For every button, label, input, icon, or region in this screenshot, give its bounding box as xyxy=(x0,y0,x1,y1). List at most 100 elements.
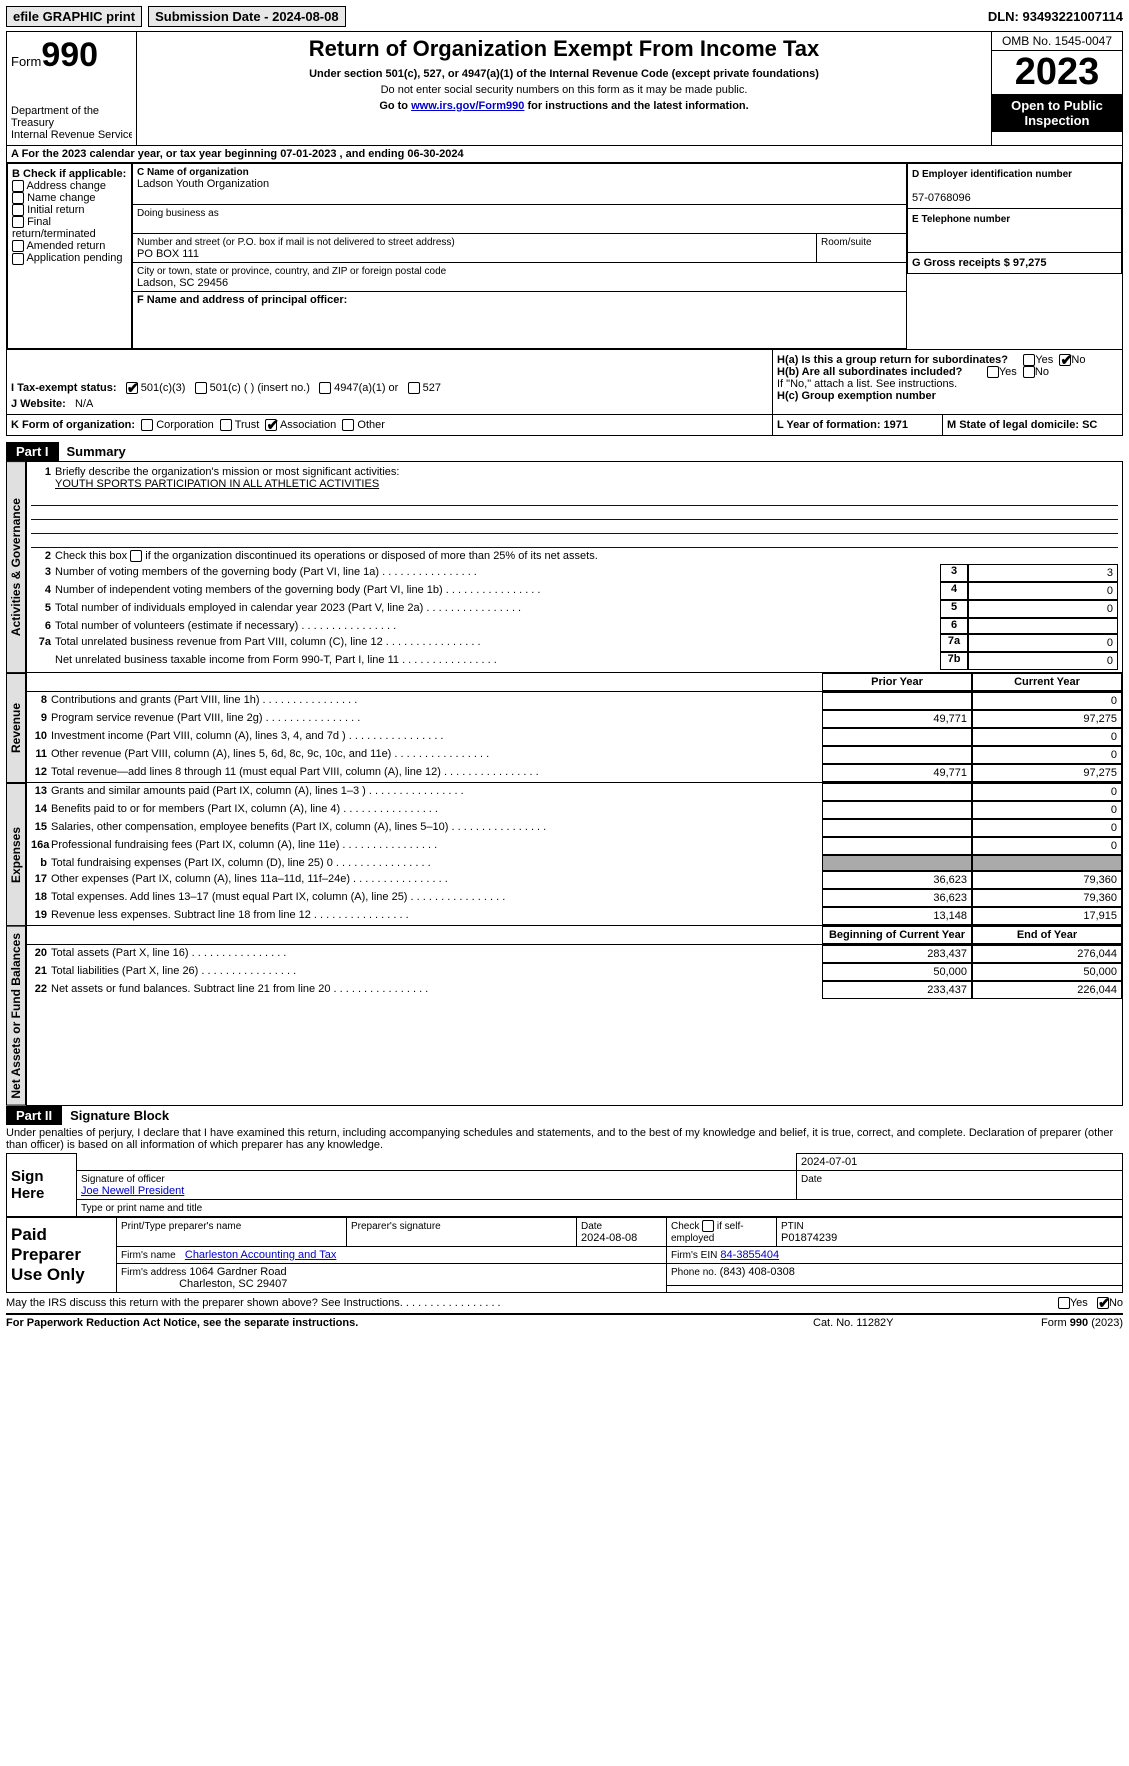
footer: For Paperwork Reduction Act Notice, see … xyxy=(6,1315,1123,1329)
summary-row: 18Total expenses. Add lines 13–17 (must … xyxy=(27,889,1122,907)
paid-preparer-label: Paid Preparer Use Only xyxy=(7,1217,117,1292)
netassets-section: Net Assets or Fund Balances Beginning of… xyxy=(6,926,1123,1106)
street: PO BOX 111 xyxy=(137,248,199,260)
summary-row: 11Other revenue (Part VIII, column (A), … xyxy=(27,746,1122,764)
summary-row: 14Benefits paid to or for members (Part … xyxy=(27,801,1122,819)
firm-addr2: Charleston, SC 29407 xyxy=(179,1278,287,1290)
prep-date: 2024-08-08 xyxy=(581,1232,637,1244)
submission-date: Submission Date - 2024-08-08 xyxy=(148,6,346,27)
website: N/A xyxy=(75,398,93,410)
revenue-section: Revenue Prior Year Current Year 8Contrib… xyxy=(6,673,1123,783)
section-d-label: D Employer identification number xyxy=(912,169,1072,180)
section-g: G Gross receipts $ 97,275 xyxy=(912,257,1047,269)
goto-line: Go to www.irs.gov/Form990 for instructio… xyxy=(145,100,983,112)
part2-header: Part II Signature Block xyxy=(6,1106,1123,1125)
sig-date: 2024-07-01 xyxy=(797,1153,1123,1170)
preparer-table: Paid Preparer Use Only Print/Type prepar… xyxy=(6,1217,1123,1293)
expenses-section: Expenses 13Grants and similar amounts pa… xyxy=(6,783,1123,926)
discuss-row: May the IRS discuss this return with the… xyxy=(6,1293,1123,1315)
hb-yes-checkbox[interactable] xyxy=(987,366,999,378)
501c-checkbox[interactable] xyxy=(195,382,207,394)
summary-row: 3Number of voting members of the governi… xyxy=(31,564,1118,582)
summary-row: 4Number of independent voting members of… xyxy=(31,582,1118,600)
trust-checkbox[interactable] xyxy=(220,419,232,431)
irs: Internal Revenue Service xyxy=(11,129,132,141)
signature-table: Sign Here 2024-07-01 Signature of office… xyxy=(6,1153,1123,1217)
discontinued-checkbox[interactable] xyxy=(130,550,142,562)
form-header: Form990 Department of the Treasury Inter… xyxy=(6,31,1123,146)
form-ref: Form 990 (2023) xyxy=(993,1317,1123,1329)
activities-governance-section: Activities & Governance 1Briefly describ… xyxy=(6,461,1123,673)
section-a: A For the 2023 calendar year, or tax yea… xyxy=(6,146,1123,162)
summary-row: 19Revenue less expenses. Subtract line 1… xyxy=(27,907,1122,925)
firm-name[interactable]: Charleston Accounting and Tax xyxy=(185,1249,336,1261)
summary-row: 22Net assets or fund balances. Subtract … xyxy=(27,981,1122,999)
form-title: Return of Organization Exempt From Incom… xyxy=(145,36,983,62)
perjury-statement: Under penalties of perjury, I declare th… xyxy=(6,1125,1123,1153)
dept-treasury: Department of the Treasury xyxy=(11,105,132,129)
summary-row: 13Grants and similar amounts paid (Part … xyxy=(27,783,1122,801)
discuss-yes-checkbox[interactable] xyxy=(1058,1297,1070,1309)
netassets-side-label: Net Assets or Fund Balances xyxy=(6,926,26,1106)
section-klm: K Form of organization: Corporation Trus… xyxy=(6,415,1123,436)
open-to-public: Open to Public Inspection xyxy=(992,94,1122,132)
address-change-checkbox[interactable] xyxy=(12,180,24,192)
tax-year: 2023 xyxy=(992,51,1122,94)
cat-no: Cat. No. 11282Y xyxy=(813,1317,993,1329)
section-f-label: F Name and address of principal officer: xyxy=(137,294,347,306)
revenue-side-label: Revenue xyxy=(6,673,26,783)
firm-ein[interactable]: 84-3855404 xyxy=(720,1249,779,1261)
form-subtitle: Under section 501(c), 527, or 4947(a)(1)… xyxy=(145,68,983,80)
final-return-checkbox[interactable] xyxy=(12,216,24,228)
self-employed-checkbox[interactable] xyxy=(702,1220,714,1232)
ptin: P01874239 xyxy=(781,1232,837,1244)
4947-checkbox[interactable] xyxy=(319,382,331,394)
hb-no-checkbox[interactable] xyxy=(1023,366,1035,378)
dln: DLN: 93493221007114 xyxy=(988,9,1123,24)
mission: YOUTH SPORTS PARTICIPATION IN ALL ATHLET… xyxy=(55,478,379,490)
firm-addr1: 1064 Gardner Road xyxy=(189,1266,286,1278)
initial-return-checkbox[interactable] xyxy=(12,204,24,216)
corp-checkbox[interactable] xyxy=(141,419,153,431)
ag-side-label: Activities & Governance xyxy=(6,461,26,673)
summary-row: 6Total number of volunteers (estimate if… xyxy=(31,618,1118,634)
section-m: M State of legal domicile: SC xyxy=(947,419,1097,431)
expenses-side-label: Expenses xyxy=(6,783,26,926)
ssn-warning: Do not enter social security numbers on … xyxy=(145,84,983,96)
summary-row: 17Other expenses (Part IX, column (A), l… xyxy=(27,871,1122,889)
ha-no-checkbox[interactable] xyxy=(1059,354,1071,366)
name-change-checkbox[interactable] xyxy=(12,192,24,204)
section-l: L Year of formation: 1971 xyxy=(777,419,908,431)
section-e-label: E Telephone number xyxy=(912,214,1010,225)
top-bar: efile GRAPHIC print Submission Date - 20… xyxy=(6,6,1123,27)
officer-name[interactable]: Joe Newell President xyxy=(81,1185,184,1197)
irs-link[interactable]: www.irs.gov/Form990 xyxy=(411,100,524,112)
section-b: B Check if applicable: Address change Na… xyxy=(7,163,132,349)
application-pending-checkbox[interactable] xyxy=(12,253,24,265)
assoc-checkbox[interactable] xyxy=(265,419,277,431)
501c3-checkbox[interactable] xyxy=(126,382,138,394)
summary-row: bTotal fundraising expenses (Part IX, co… xyxy=(27,855,1122,871)
efile-print-button[interactable]: efile GRAPHIC print xyxy=(6,6,142,27)
summary-row: Net unrelated business taxable income fr… xyxy=(31,652,1118,670)
summary-row: 15Salaries, other compensation, employee… xyxy=(27,819,1122,837)
summary-row: 8Contributions and grants (Part VIII, li… xyxy=(27,692,1122,710)
entity-block: B Check if applicable: Address change Na… xyxy=(6,162,1123,350)
omb-number: OMB No. 1545-0047 xyxy=(992,32,1122,51)
amended-return-checkbox[interactable] xyxy=(12,240,24,252)
pra-notice: For Paperwork Reduction Act Notice, see … xyxy=(6,1317,813,1329)
discuss-no-checkbox[interactable] xyxy=(1097,1297,1109,1309)
527-checkbox[interactable] xyxy=(408,382,420,394)
ein: 57-0768096 xyxy=(912,192,971,204)
org-name: Ladson Youth Organization xyxy=(137,178,269,190)
sign-here-label: Sign Here xyxy=(7,1153,77,1216)
city: Ladson, SC 29456 xyxy=(137,277,228,289)
summary-row: 16aProfessional fundraising fees (Part I… xyxy=(27,837,1122,855)
other-checkbox[interactable] xyxy=(342,419,354,431)
part1-header: Part I Summary xyxy=(6,442,1123,461)
summary-row: 10Investment income (Part VIII, column (… xyxy=(27,728,1122,746)
summary-row: 7aTotal unrelated business revenue from … xyxy=(31,634,1118,652)
firm-phone: (843) 408-0308 xyxy=(720,1266,795,1278)
ha-yes-checkbox[interactable] xyxy=(1023,354,1035,366)
summary-row: 9Program service revenue (Part VIII, lin… xyxy=(27,710,1122,728)
